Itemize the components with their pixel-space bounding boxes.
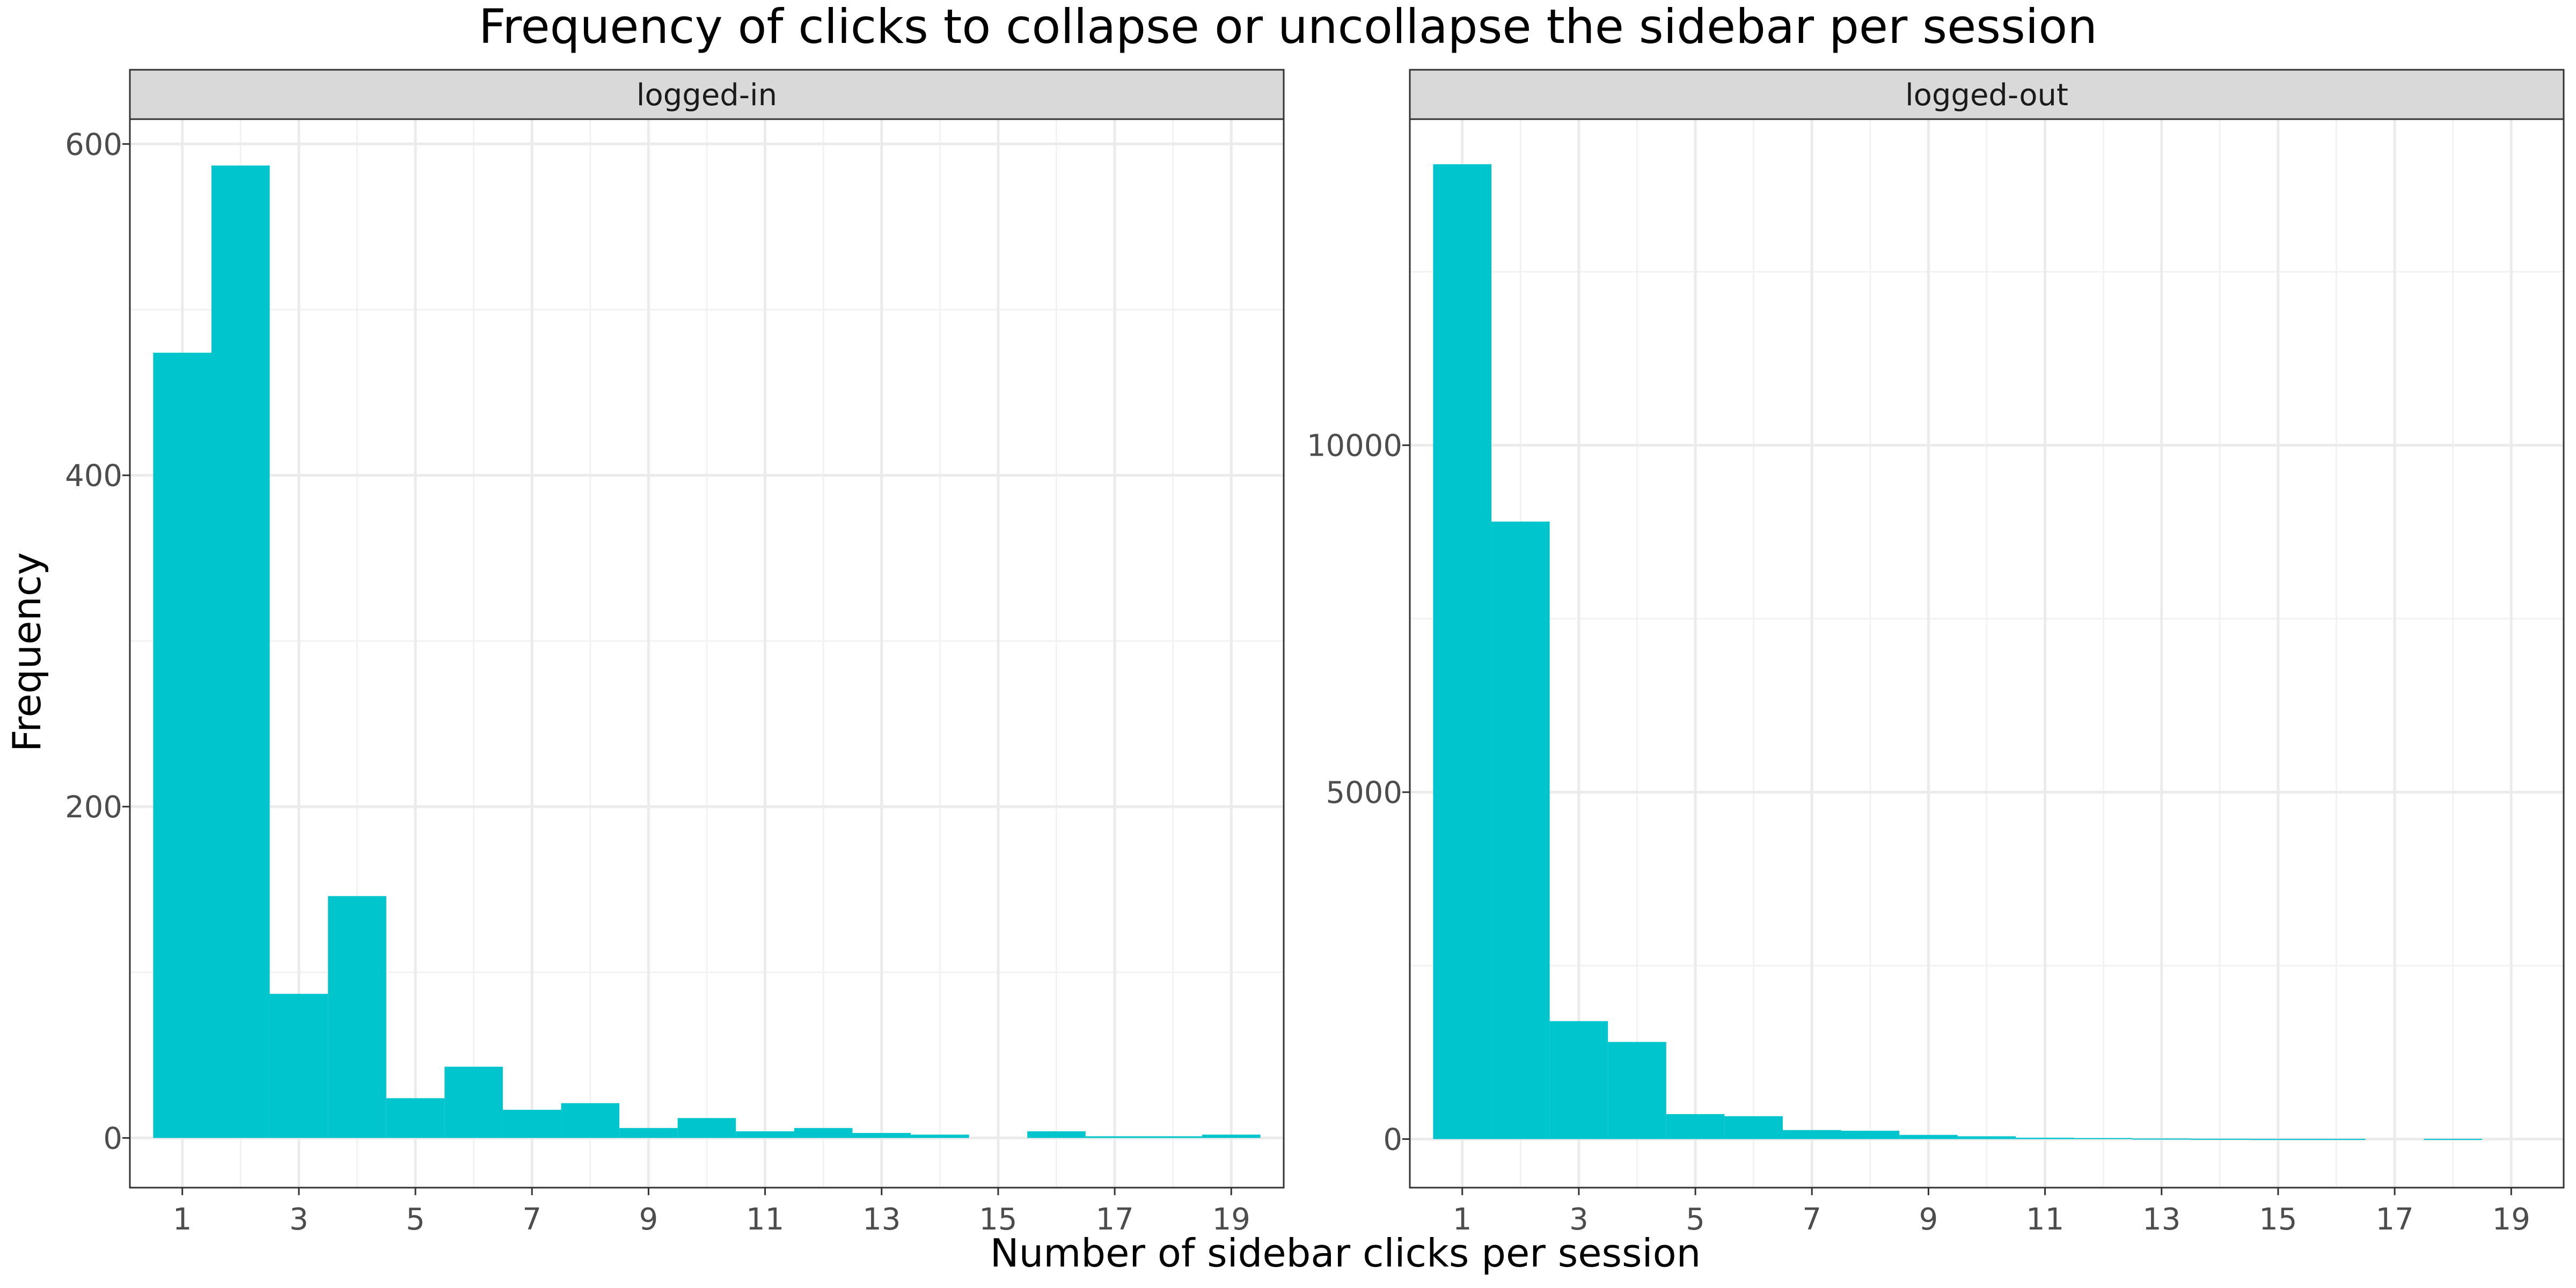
bar (1202, 1135, 1261, 1138)
x-tick-label: 17 (2375, 1202, 2413, 1237)
y-tick-label: 10000 (1307, 429, 1402, 464)
bar (1549, 1021, 1608, 1139)
facet-strip-label: logged-in (636, 78, 777, 113)
x-tick-label: 5 (406, 1202, 425, 1237)
x-tick-label: 1 (173, 1202, 192, 1237)
facet-strip (129, 69, 1285, 120)
bar (2074, 1138, 2133, 1139)
bar (502, 1109, 561, 1138)
y-tick-label: 600 (65, 127, 122, 162)
bar (794, 1128, 853, 1138)
y-tick-label: 0 (103, 1121, 122, 1156)
bar (2132, 1138, 2191, 1140)
bar (852, 1133, 911, 1138)
bar (1144, 1136, 1202, 1138)
bar (211, 165, 270, 1138)
x-axis-title: Number of sidebar clicks per session (990, 1231, 1701, 1276)
bar (911, 1135, 969, 1138)
x-tick-label: 15 (2259, 1202, 2297, 1237)
bar (2016, 1137, 2074, 1139)
bar (1666, 1114, 1725, 1139)
bar (1027, 1131, 1086, 1138)
x-tick-label: 13 (2142, 1202, 2180, 1237)
bar (1491, 521, 1550, 1139)
chart-title: Frequency of clicks to collapse or uncol… (479, 0, 2097, 54)
bar (269, 993, 328, 1138)
bar (1782, 1130, 1841, 1139)
y-tick-label: 200 (65, 790, 122, 825)
bar (677, 1118, 736, 1138)
x-tick-label: 15 (979, 1202, 1017, 1237)
x-tick-label: 11 (2026, 1202, 2064, 1237)
bar (1957, 1136, 2016, 1139)
bar (1841, 1130, 1900, 1139)
facet-strip (1409, 69, 2565, 120)
bar (1724, 1116, 1783, 1139)
bar (386, 1098, 445, 1138)
bar (619, 1128, 678, 1138)
bar (561, 1103, 620, 1138)
y-axis-title: Frequency (4, 552, 49, 752)
x-tick-label: 3 (1569, 1202, 1589, 1237)
bar (2424, 1139, 2482, 1140)
x-tick-label: 3 (289, 1202, 309, 1237)
panels: logged-in1 3 5 7 9 11 13 15 17 190200400600logged… (65, 69, 2565, 1237)
x-tick-label: 9 (639, 1202, 658, 1237)
y-tick-label: 400 (65, 459, 122, 494)
bar (1085, 1136, 1144, 1138)
x-tick-label: 7 (522, 1202, 541, 1237)
x-tick-label: 19 (1212, 1202, 1250, 1237)
bar (444, 1066, 503, 1138)
bar (153, 353, 212, 1138)
x-tick-label: 17 (1095, 1202, 1133, 1237)
y-tick-label: 5000 (1326, 775, 1402, 810)
y-tick-label: 0 (1383, 1123, 1402, 1158)
x-tick-label: 5 (1686, 1202, 1705, 1237)
bar (328, 896, 386, 1138)
bar (1899, 1135, 1958, 1139)
bar (1608, 1042, 1666, 1139)
bar (1433, 164, 1492, 1139)
x-tick-label: 19 (2492, 1202, 2530, 1237)
facet-strip-label: logged-out (1905, 78, 2068, 113)
bar (736, 1131, 794, 1138)
x-tick-label: 13 (862, 1202, 901, 1237)
x-tick-label: 7 (1802, 1202, 1821, 1237)
x-tick-label: 1 (1453, 1202, 1472, 1237)
bar (2307, 1139, 2366, 1140)
bar (2249, 1139, 2308, 1140)
bar (2191, 1138, 2249, 1140)
x-tick-label: 9 (1919, 1202, 1938, 1237)
x-tick-label: 11 (746, 1202, 784, 1237)
